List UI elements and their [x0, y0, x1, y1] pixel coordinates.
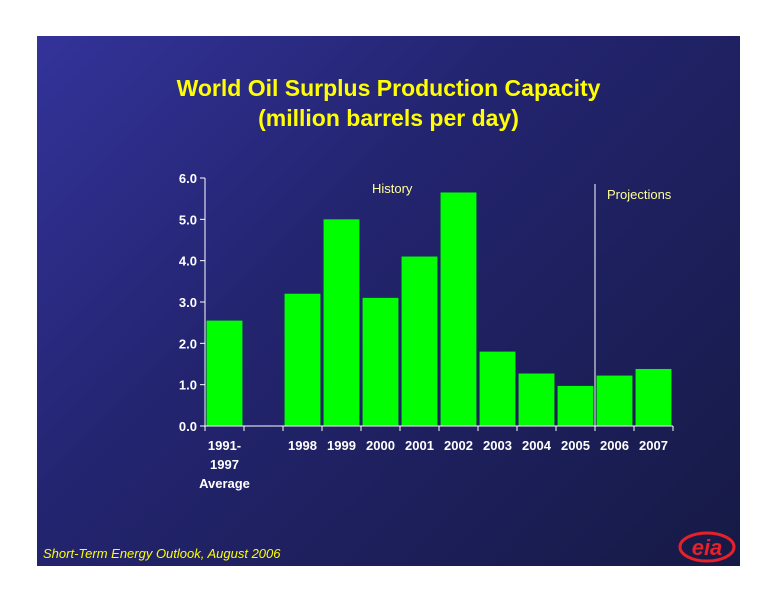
eia-logo: eia — [678, 531, 736, 563]
bar — [284, 293, 321, 426]
svg-text:eia: eia — [692, 535, 723, 560]
bar — [557, 385, 594, 426]
bar — [206, 320, 243, 426]
y-tick-label: 3.0 — [179, 295, 197, 310]
y-tick-label: 0.0 — [179, 419, 197, 434]
x-tick-label: 2000 — [366, 438, 395, 453]
x-tick-label: 2006 — [600, 438, 629, 453]
chart-subtitle: (million barrels per day) — [258, 105, 519, 131]
x-tick-label: 2007 — [639, 438, 668, 453]
bar — [323, 219, 360, 426]
x-tick-label: 1997 — [210, 457, 239, 472]
y-tick-label: 6.0 — [179, 171, 197, 186]
bar — [401, 256, 438, 426]
bar — [440, 192, 477, 426]
x-tick-label: 2003 — [483, 438, 512, 453]
x-tick-label: 2001 — [405, 438, 434, 453]
bar — [635, 368, 672, 426]
x-tick-label: 1999 — [327, 438, 356, 453]
projections-annotation: Projections — [607, 187, 672, 202]
bar — [362, 297, 399, 426]
x-tick-label: 2005 — [561, 438, 590, 453]
bar — [479, 351, 516, 426]
y-tick-label: 1.0 — [179, 378, 197, 393]
y-tick-label: 4.0 — [179, 254, 197, 269]
bar — [596, 375, 633, 426]
history-annotation: History — [372, 181, 413, 196]
source-footer: Short-Term Energy Outlook, August 2006 — [43, 546, 281, 561]
bar — [518, 373, 555, 426]
chart-title: World Oil Surplus Production Capacity — [176, 75, 601, 101]
x-tick-label: 1991- — [208, 438, 241, 453]
chart-plot: 0.0 1.0 2.0 3.0 4.0 5.0 6.0 1991- 1997 Average 199… — [179, 171, 674, 491]
slide: World Oil Surplus Production Capacity (m… — [37, 36, 740, 566]
y-tick-label: 5.0 — [179, 212, 197, 227]
x-tick-label: 2004 — [522, 438, 552, 453]
x-tick-label: Average — [199, 476, 250, 491]
x-tick-label: 2002 — [444, 438, 473, 453]
x-tick-label: 1998 — [288, 438, 317, 453]
y-tick-label: 2.0 — [179, 336, 197, 351]
